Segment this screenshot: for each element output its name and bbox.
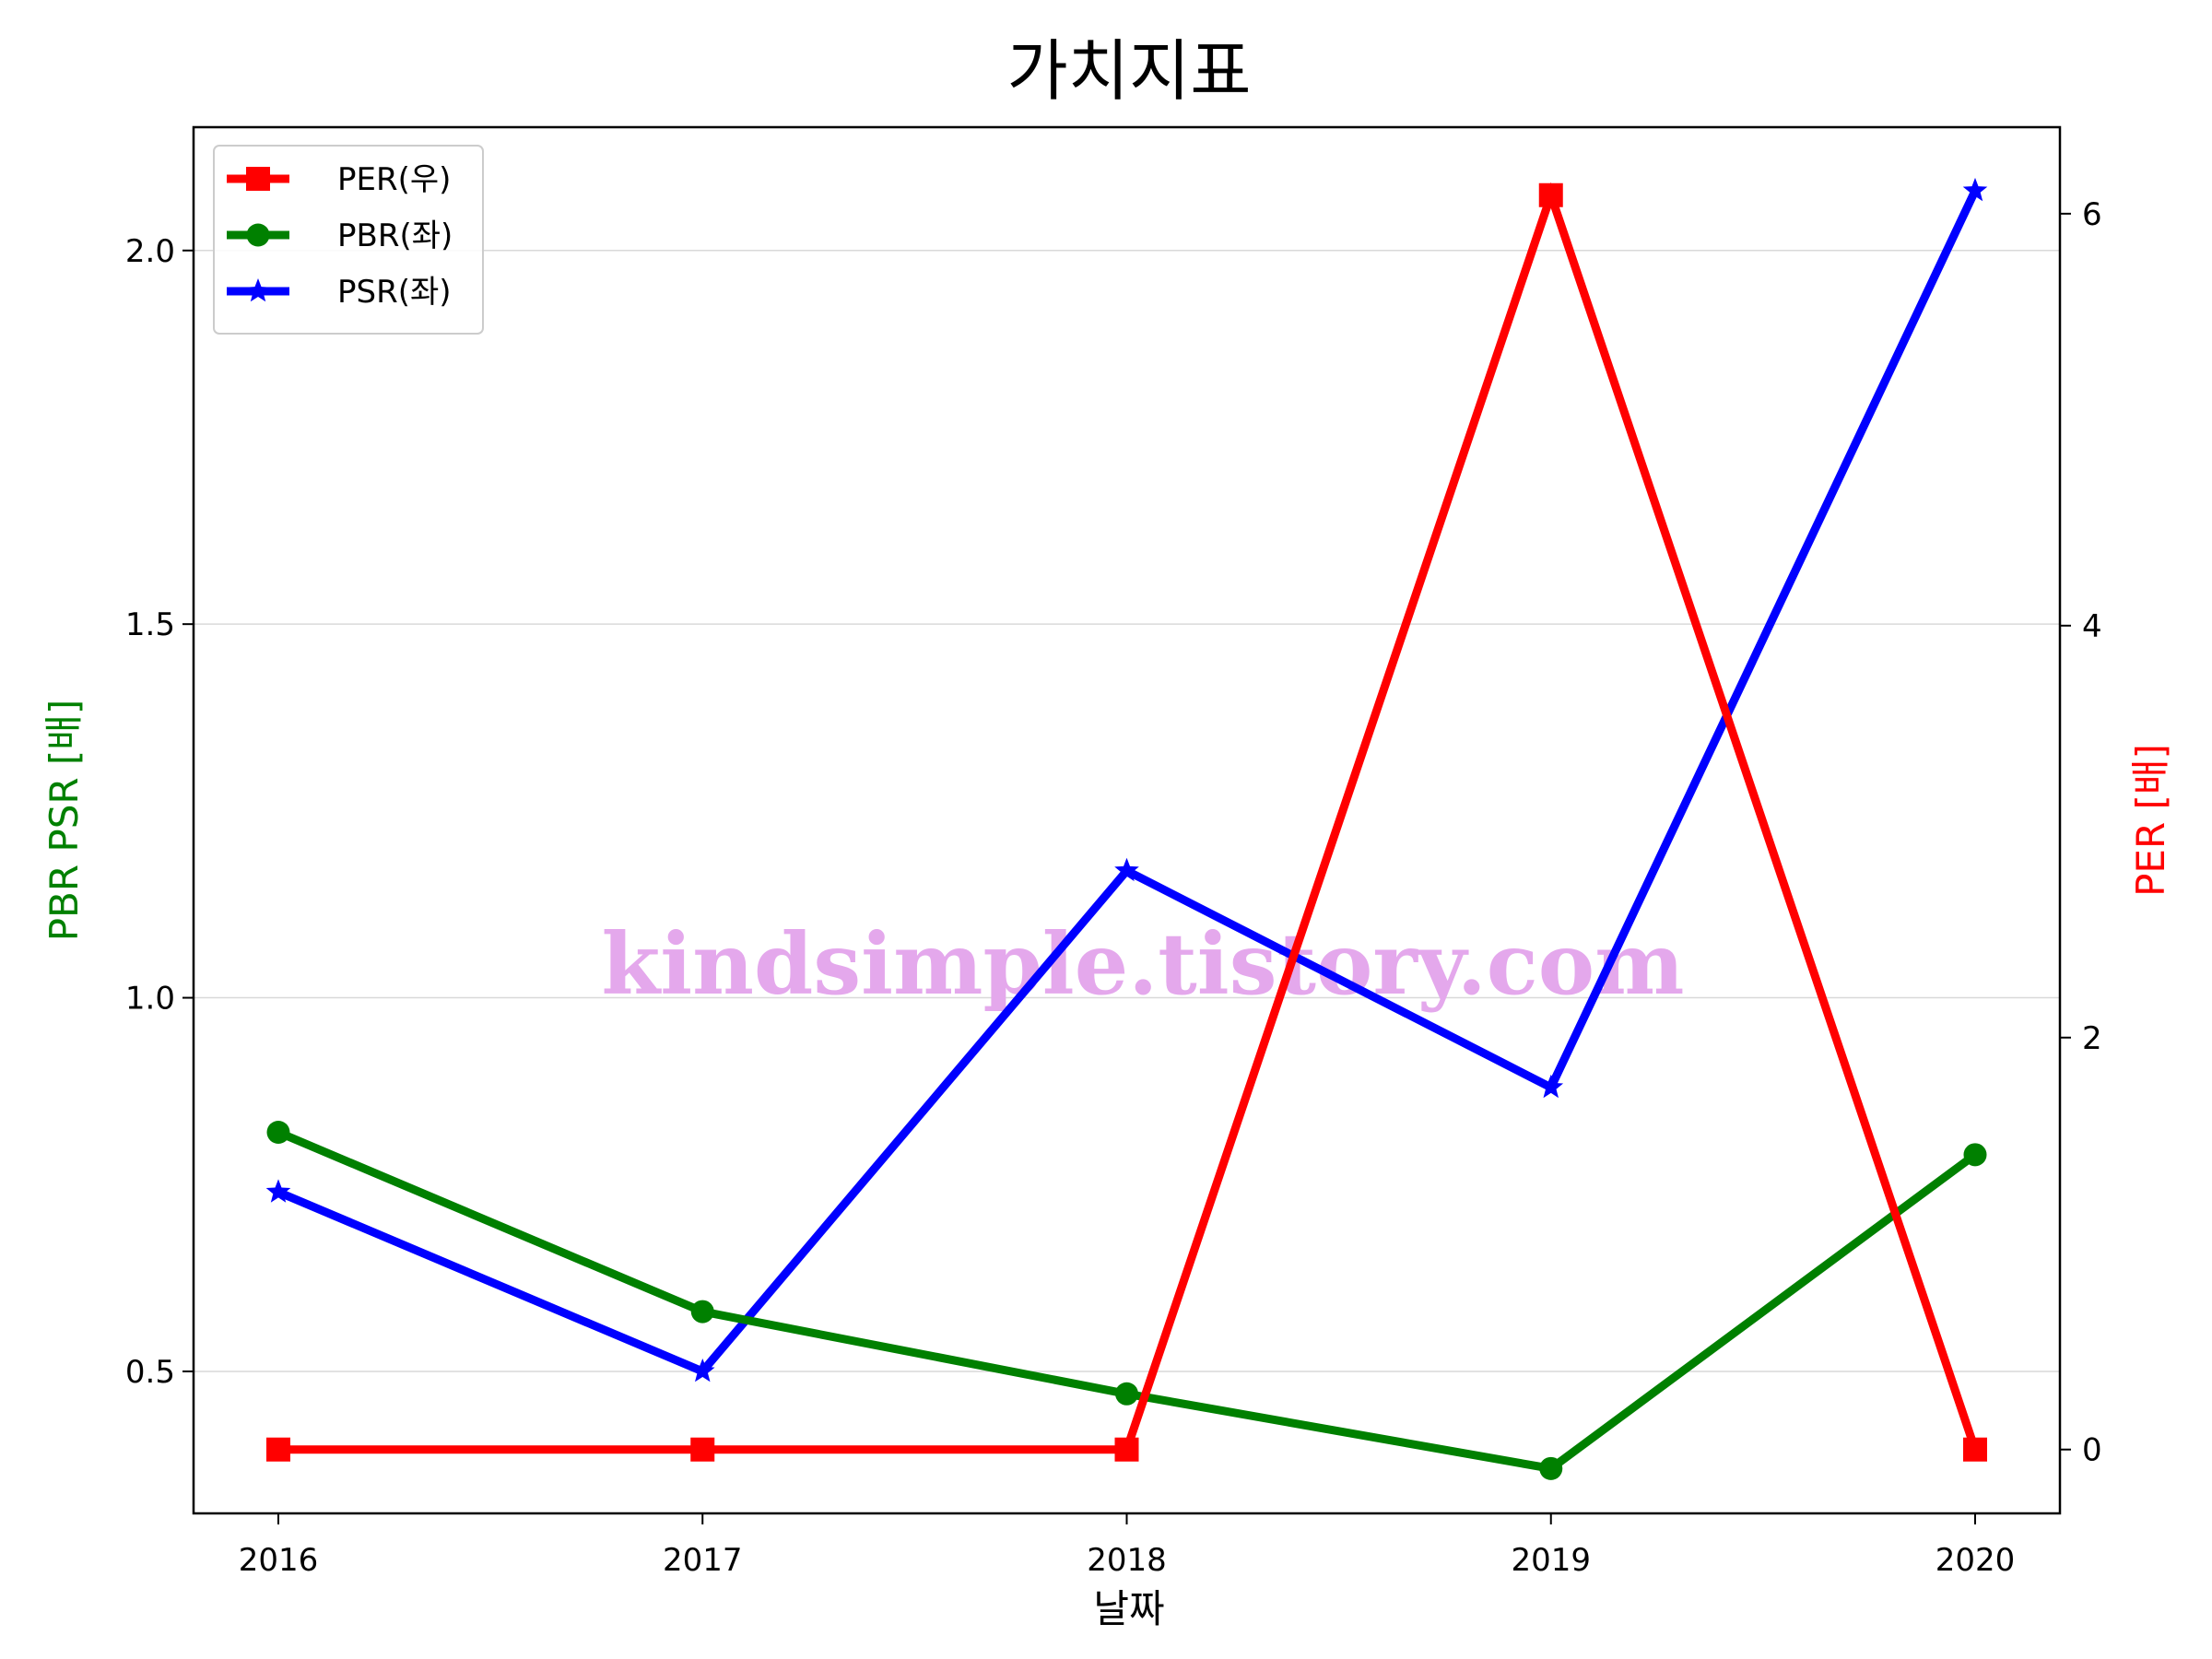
- y-right-tick-label: 2: [2082, 1020, 2102, 1057]
- legend-label: PER(우): [337, 161, 451, 198]
- y-left-tick-label: 0.5: [125, 1354, 175, 1391]
- series-point: [1114, 857, 1139, 882]
- y-axis-right-title: PER [배]: [2128, 744, 2173, 897]
- chart-title: 가치지표: [1007, 32, 1252, 110]
- x-axis-title: 날짜: [1093, 1586, 1164, 1631]
- series-layer: [265, 177, 1988, 1480]
- series-point: [690, 1300, 714, 1324]
- series-point: [266, 1437, 290, 1462]
- series-point: [265, 1179, 291, 1203]
- x-tick-label: 2018: [1087, 1542, 1167, 1579]
- x-tick-label: 2020: [1936, 1542, 2016, 1579]
- x-axis: 2016 2017 2018 2019 2020: [239, 1513, 2016, 1579]
- series-point: [1539, 1456, 1563, 1480]
- legend-label: PBR(좌): [337, 218, 453, 254]
- series-1: [266, 1121, 1987, 1480]
- series-point: [690, 1437, 715, 1462]
- grid: [194, 250, 2060, 1372]
- series-point: [689, 1359, 715, 1382]
- legend-marker: [246, 223, 270, 247]
- series-2: [265, 177, 1988, 1382]
- legend-marker: [246, 167, 270, 191]
- series-0: [266, 182, 1987, 1462]
- y-right-tick-label: 4: [2082, 608, 2102, 645]
- y-axis-right: 0 2 4 6: [2060, 196, 2102, 1469]
- y-axis-left-title: PBR PSR [배]: [41, 700, 87, 942]
- legend: PER(우) PBR(좌) PSR(좌): [213, 145, 484, 335]
- series-point: [266, 1121, 290, 1145]
- series-point: [1538, 182, 1563, 207]
- series-point: [1115, 1382, 1138, 1406]
- y-left-tick-label: 1.0: [125, 981, 175, 1018]
- legend-marker: [245, 278, 271, 302]
- series-point: [1962, 177, 1988, 202]
- watermark-layer: kindsimple.tistory.com: [601, 914, 1684, 1014]
- legend-box: [213, 145, 484, 335]
- series-point: [1963, 1143, 1987, 1167]
- series-point: [1538, 1074, 1564, 1099]
- y-right-tick-label: 6: [2082, 196, 2102, 233]
- y-left-tick-label: 2.0: [125, 233, 175, 270]
- series-point: [1963, 1437, 1987, 1462]
- watermark-text: kindsimple.tistory.com: [601, 914, 1684, 1014]
- y-right-tick-label: 0: [2082, 1432, 2102, 1469]
- x-tick-label: 2016: [239, 1542, 319, 1579]
- legend-label: PSR(좌): [337, 274, 452, 311]
- y-axis-left: 0.5 1.0 1.5 2.0: [125, 233, 194, 1391]
- series-point: [1114, 1437, 1139, 1462]
- y-left-tick-label: 1.5: [125, 606, 175, 643]
- x-tick-label: 2019: [1511, 1542, 1591, 1579]
- x-tick-label: 2017: [663, 1542, 743, 1579]
